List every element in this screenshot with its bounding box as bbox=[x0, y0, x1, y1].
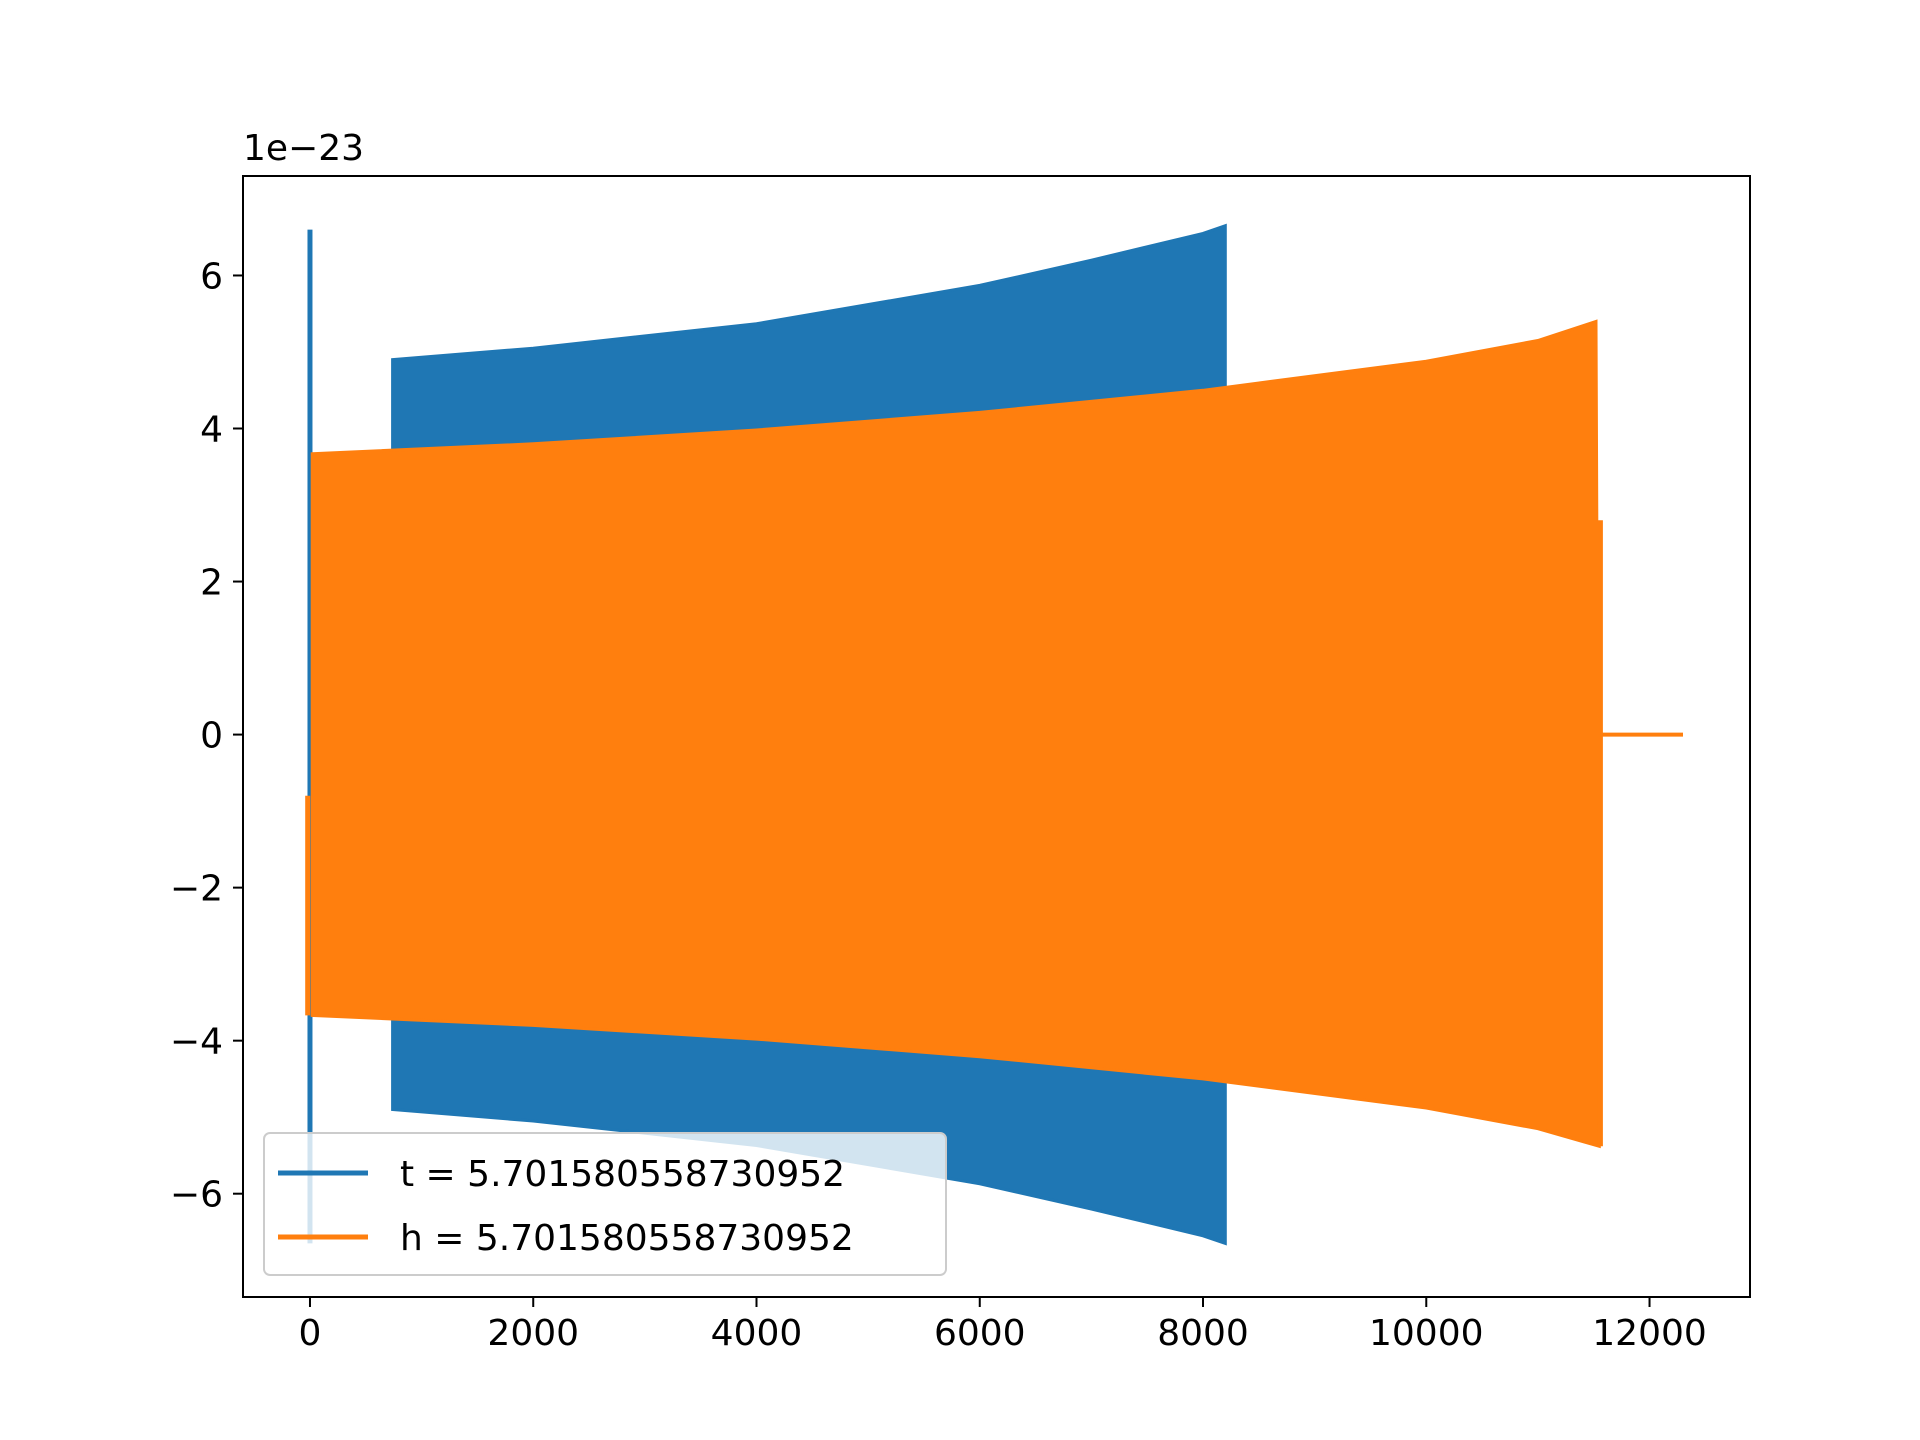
series-h-envelope bbox=[310, 319, 1601, 1149]
legend-label-h: h = 5.701580558730952 bbox=[400, 1218, 854, 1259]
y-tick-label: 4 bbox=[200, 410, 223, 451]
axes-frame bbox=[242, 175, 1751, 1298]
x-tick-label: 8000 bbox=[1157, 1313, 1249, 1354]
x-tick-label: 4000 bbox=[711, 1313, 803, 1354]
y-tick-label: 0 bbox=[200, 716, 223, 757]
x-tick-label: 2000 bbox=[487, 1313, 579, 1354]
legend-label-t: t = 5.701580558730952 bbox=[400, 1154, 845, 1195]
legend[interactable]: t = 5.701580558730952 h = 5.7015805587309… bbox=[263, 1132, 947, 1276]
y-tick-label: 2 bbox=[200, 563, 223, 604]
y-offset-label: 1e−23 bbox=[243, 128, 364, 169]
axes: 0 2000 4000 6000 8000 10000 12000 −6 −4 −2 0 2 4 6 bbox=[170, 175, 1751, 1354]
y-tick-label: −2 bbox=[170, 869, 223, 910]
series-group bbox=[305, 223, 1683, 1246]
plot-area bbox=[305, 223, 1683, 1246]
y-tick-label: −4 bbox=[170, 1022, 223, 1063]
legend-box bbox=[263, 1132, 947, 1276]
y-tick-label: 6 bbox=[200, 256, 223, 297]
x-tick-label: 0 bbox=[299, 1313, 322, 1354]
x-tick-label: 12000 bbox=[1592, 1313, 1707, 1354]
x-tick-label: 6000 bbox=[934, 1313, 1026, 1354]
y-tick-label: −6 bbox=[170, 1175, 223, 1216]
x-tick-label: 10000 bbox=[1369, 1313, 1484, 1354]
